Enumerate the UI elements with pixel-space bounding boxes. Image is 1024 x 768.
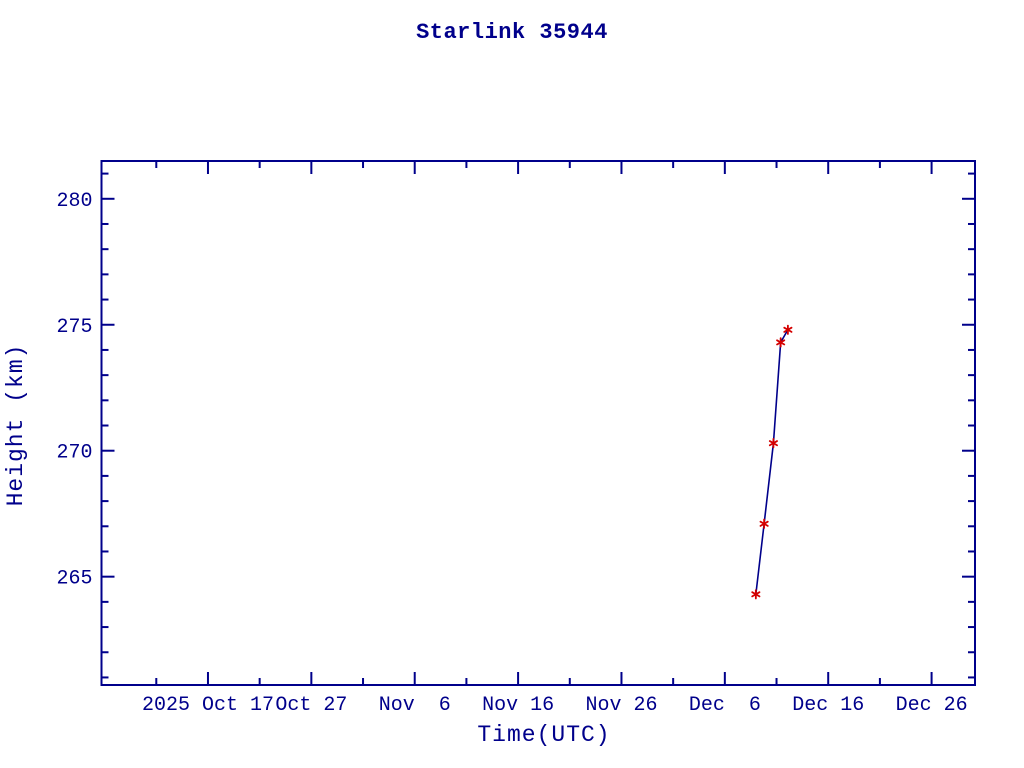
data-point-asterisk-marker [768, 438, 778, 449]
x-tick-label: Oct 27 [275, 694, 347, 717]
x-tick-label: Dec 26 [896, 694, 968, 717]
x-axis-label: Time(UTC) [477, 722, 610, 748]
chart-title: Starlink 35944 [416, 20, 608, 45]
y-tick-label: 280 [56, 190, 92, 213]
y-axis-label: Height (km) [3, 344, 29, 507]
axis-ticks [101, 161, 975, 685]
data-point-asterisk-marker [783, 324, 793, 335]
height-line [755, 329, 789, 595]
y-tick-label: 270 [56, 442, 92, 465]
x-tick-label: Nov 16 [482, 694, 554, 717]
x-tick-label: Nov 6 [379, 694, 451, 717]
data-point-asterisk-marker [776, 337, 786, 348]
data-point-asterisk-marker [759, 518, 769, 529]
plot-frame [100, 160, 976, 686]
x-tick-label: Dec 6 [689, 694, 761, 717]
plot-border [100, 160, 976, 686]
data-point-asterisk-marker [751, 589, 761, 600]
y-tick-label: 265 [56, 568, 92, 591]
data-series [751, 324, 793, 600]
x-tick-label: 2025 Oct 17 [142, 694, 274, 717]
x-tick-label: Nov 26 [585, 694, 657, 717]
tick-labels: 2025 Oct 17 Oct 27 Nov 6 Nov 16 Nov 26 Dec 6 D… [56, 190, 967, 717]
y-tick-label: 275 [56, 316, 92, 339]
x-tick-label: Dec 16 [792, 694, 864, 717]
